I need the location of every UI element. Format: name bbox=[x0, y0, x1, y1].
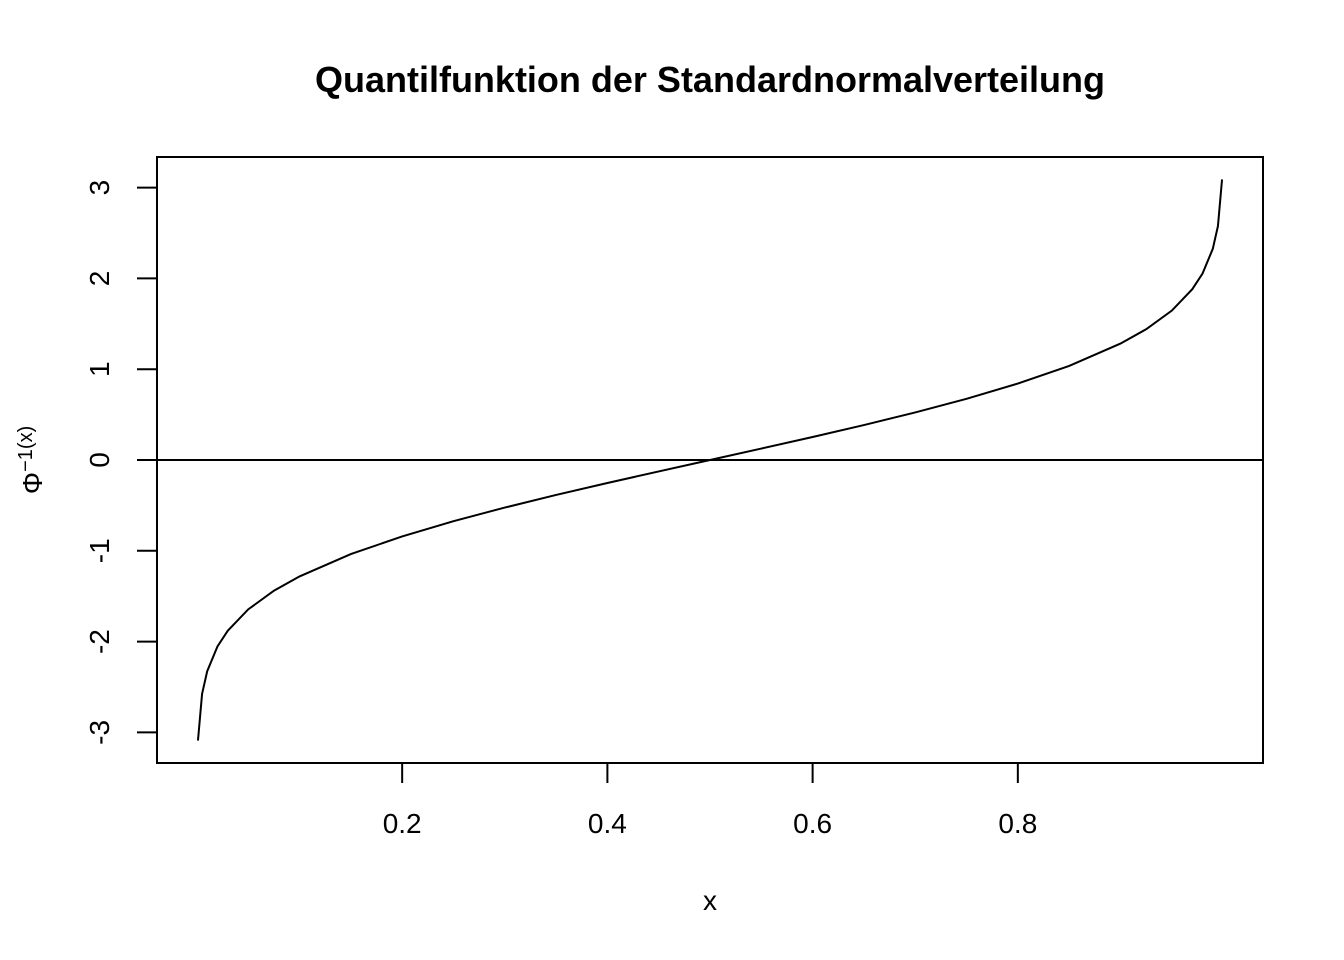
y-tick-label: 3 bbox=[84, 180, 115, 196]
y-tick-label: 0 bbox=[84, 452, 115, 468]
x-tick-label: 0.2 bbox=[383, 808, 422, 839]
x-axis: 0.2 0.4 0.6 0.8 bbox=[383, 763, 1037, 839]
y-tick-label: 1 bbox=[84, 361, 115, 377]
x-tick-label: 0.6 bbox=[793, 808, 832, 839]
x-tick-label: 0.4 bbox=[588, 808, 627, 839]
y-axis-label: Φ−1(x) bbox=[15, 426, 48, 494]
x-axis-label: x bbox=[703, 885, 717, 916]
quantile-curve bbox=[196, 179, 1224, 741]
y-tick-label: -2 bbox=[84, 629, 115, 654]
y-axis: -3 -2 -1 0 1 2 3 bbox=[84, 180, 157, 745]
chart-title: Quantilfunktion der Standardnormalvertei… bbox=[315, 59, 1105, 100]
y-axis-label-base: Φ bbox=[17, 472, 48, 494]
y-axis-label-superscript: −1(x) bbox=[15, 426, 37, 472]
y-tick-label: 2 bbox=[84, 271, 115, 287]
y-tick-label: -3 bbox=[84, 720, 115, 745]
x-tick-label: 0.8 bbox=[998, 808, 1037, 839]
y-tick-label: -1 bbox=[84, 538, 115, 563]
